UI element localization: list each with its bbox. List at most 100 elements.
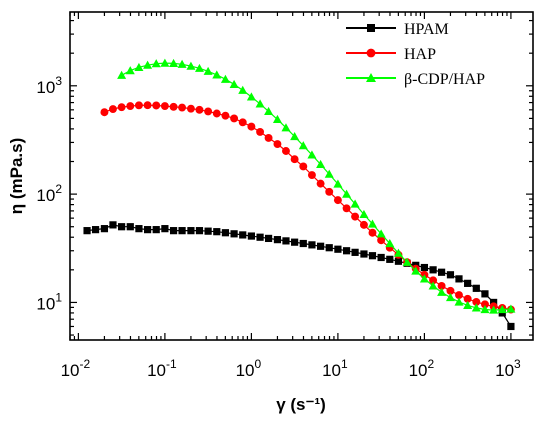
- data-point: [187, 227, 195, 235]
- data-point: [342, 189, 352, 198]
- data-point: [126, 102, 135, 111]
- data-point: [333, 179, 343, 188]
- data-point: [463, 300, 473, 309]
- data-point: [507, 322, 515, 331]
- data-point: [151, 59, 161, 68]
- series-line: [121, 62, 511, 311]
- data-point: [178, 227, 186, 235]
- data-point: [454, 297, 464, 306]
- data-point: [471, 303, 481, 312]
- data-point: [445, 293, 455, 302]
- legend-label: β-CDP/HAP: [404, 71, 485, 88]
- data-point: [334, 245, 342, 253]
- data-point: [325, 244, 333, 252]
- data-point: [161, 225, 169, 233]
- legend-marker: [366, 48, 376, 58]
- data-point: [152, 101, 161, 110]
- data-point: [118, 223, 126, 231]
- data-point: [316, 179, 325, 188]
- data-point: [393, 248, 403, 257]
- data-point: [368, 252, 377, 260]
- legend-item: β-CDP/HAP: [346, 71, 485, 88]
- data-point: [316, 159, 326, 169]
- data-point: [273, 140, 282, 148]
- data-point: [317, 242, 325, 250]
- data-point: [446, 271, 455, 279]
- data-point: [386, 255, 394, 263]
- data-point: [160, 102, 169, 111]
- data-point: [246, 92, 256, 101]
- data-point: [178, 103, 187, 112]
- legend-label: HPAM: [404, 21, 449, 38]
- data-point: [91, 226, 100, 234]
- data-point: [429, 276, 438, 285]
- data-point: [472, 298, 481, 306]
- data-point: [333, 196, 342, 205]
- y-tick-label: 101: [36, 290, 62, 313]
- data-point: [377, 253, 385, 262]
- data-point: [437, 287, 447, 296]
- x-tick-label: 101: [322, 357, 348, 380]
- data-point: [463, 294, 472, 303]
- data-point: [204, 107, 213, 116]
- data-point: [298, 141, 308, 150]
- data-point: [411, 266, 421, 275]
- data-point: [360, 250, 368, 258]
- plot-frame: [69, 11, 534, 341]
- data-point: [429, 266, 437, 274]
- data-point: [368, 228, 377, 237]
- x-tick-label: 100: [236, 357, 262, 380]
- data-point: [350, 199, 360, 208]
- data-point: [497, 305, 507, 314]
- data-point: [247, 232, 255, 240]
- data-point: [342, 247, 351, 255]
- data-point: [282, 147, 290, 155]
- data-point: [143, 60, 153, 69]
- data-point: [135, 225, 143, 233]
- data-point: [212, 109, 221, 118]
- x-axis-title: γ (s⁻¹): [276, 395, 326, 414]
- legend-item: HPAM: [346, 21, 449, 38]
- data-point: [169, 102, 178, 111]
- data-point: [255, 99, 265, 108]
- data-point: [169, 58, 179, 67]
- y-axis-title: η (mPa.s): [7, 138, 26, 215]
- data-point: [420, 263, 429, 272]
- data-point: [385, 239, 395, 248]
- data-point: [238, 85, 248, 94]
- data-point: [394, 257, 403, 265]
- axis-ticks: [69, 12, 533, 340]
- legend-label: HAP: [404, 46, 436, 63]
- data-point: [160, 58, 170, 67]
- data-point: [230, 230, 238, 238]
- data-point: [437, 281, 446, 290]
- data-point: [291, 238, 299, 246]
- y-tick-label: 102: [36, 182, 62, 205]
- legend-item: HAP: [346, 46, 436, 63]
- data-point: [264, 133, 273, 142]
- data-point: [230, 114, 239, 123]
- data-point: [204, 227, 212, 235]
- data-point: [83, 227, 91, 235]
- data-point: [325, 187, 334, 196]
- data-point: [481, 290, 489, 298]
- data-point: [464, 279, 472, 287]
- x-tick-label: 10-2: [61, 357, 91, 380]
- data-point: [213, 228, 221, 236]
- data-point: [203, 66, 213, 75]
- series-1: [83, 221, 515, 331]
- data-point: [229, 79, 239, 89]
- data-point: [308, 241, 316, 249]
- data-point: [446, 286, 455, 295]
- data-point: [428, 281, 438, 290]
- data-point: [290, 155, 299, 164]
- data-point: [220, 74, 230, 83]
- data-point: [212, 70, 222, 79]
- data-point: [376, 229, 386, 238]
- data-point: [480, 300, 489, 309]
- data-point: [351, 212, 360, 221]
- data-point: [195, 105, 204, 114]
- series-line: [104, 104, 512, 311]
- y-tick-label: 103: [36, 74, 62, 97]
- data-point: [307, 150, 317, 159]
